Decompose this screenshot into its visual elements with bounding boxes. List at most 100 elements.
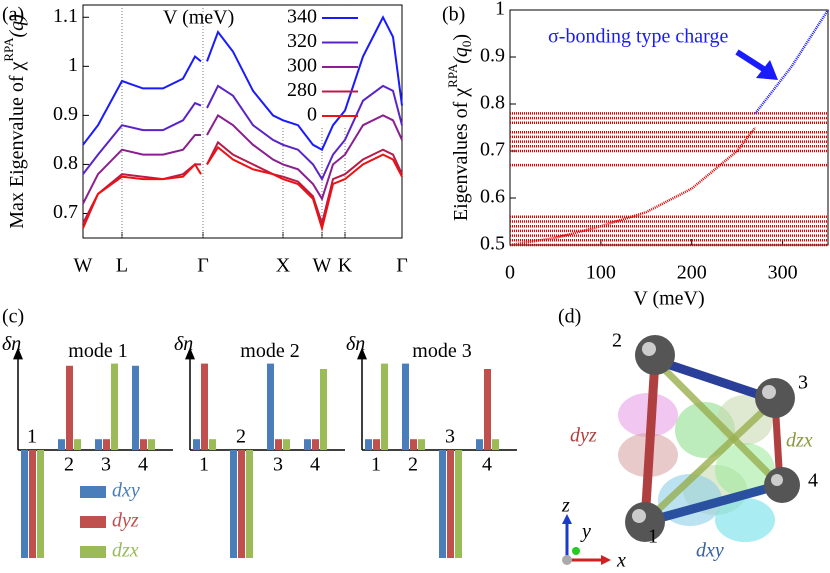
x-tick-label: 100 <box>586 262 616 284</box>
bar <box>320 369 327 450</box>
series-line <box>82 113 403 205</box>
label-part: Eigenvalues of χ <box>450 88 472 221</box>
label-part: Max Eigenvalue of χ <box>6 62 28 229</box>
y-axis-arrow <box>357 347 367 360</box>
y-tick-label: 0.8 <box>53 152 78 174</box>
legend-label: 340 <box>287 6 317 28</box>
y-tick-label: 0.5 <box>480 233 505 255</box>
orbital-label: dxy <box>696 540 724 562</box>
category-label: 4 <box>310 454 320 476</box>
orbital-label: dzx <box>786 430 813 452</box>
label-part: 0 <box>459 41 474 48</box>
chart-title: mode 3 <box>412 340 471 362</box>
x-tick-label: 300 <box>768 262 798 284</box>
category-label: 3 <box>101 454 111 476</box>
bar <box>304 439 311 450</box>
series-line <box>754 9 830 115</box>
site-label: 2 <box>612 330 622 352</box>
y-tick-label: 0.7 <box>480 139 505 161</box>
series-line <box>82 15 403 152</box>
y-tick-label: 0.8 <box>480 92 505 114</box>
legend-swatch <box>80 516 106 528</box>
y-axis-label: δn <box>346 333 365 355</box>
bar <box>193 439 200 450</box>
category-label: 1 <box>371 454 381 476</box>
y-axis-arrow <box>13 347 23 360</box>
axis-label: y <box>580 521 591 543</box>
legend-swatch <box>80 546 106 558</box>
y-tick-label: 1 <box>495 0 505 20</box>
panel-label: (b) <box>442 4 465 26</box>
bar <box>148 439 155 450</box>
bar <box>283 439 290 450</box>
bar <box>74 439 81 450</box>
bar <box>66 365 73 450</box>
y-axis-label: δn <box>174 333 193 355</box>
series-line <box>82 140 403 227</box>
annotation-arrow-head <box>756 60 778 80</box>
bar <box>95 439 102 450</box>
site-label: 1 <box>648 526 658 548</box>
bar <box>410 439 417 450</box>
label-part: (q <box>450 47 472 64</box>
label-part: RPA <box>1 37 16 62</box>
series-line <box>82 145 403 232</box>
bar <box>312 439 319 450</box>
legend-swatch <box>80 486 106 498</box>
category-label: 4 <box>482 454 492 476</box>
x-tick-label: K <box>338 255 353 277</box>
bar <box>439 450 446 558</box>
y-tick-label: 1 <box>68 54 78 76</box>
x-tick-label: Γ <box>396 255 408 277</box>
x-tick-label: 0 <box>505 262 515 284</box>
bar <box>402 363 409 450</box>
legend-label: 280 <box>287 79 317 101</box>
bar <box>492 439 499 450</box>
series-line <box>82 84 403 182</box>
legend-label: dxy <box>112 480 140 502</box>
bar <box>455 450 462 558</box>
panel-label: (d) <box>558 306 581 328</box>
x-tick-label: L <box>116 255 128 277</box>
bar <box>132 365 139 450</box>
y-tick-label: 1.1 <box>53 5 78 27</box>
bar <box>29 450 36 558</box>
bar <box>103 439 110 450</box>
label-part: (q) <box>6 14 28 38</box>
orbital-label: dyz <box>570 425 597 447</box>
annotation: σ-bonding type charge <box>548 26 728 48</box>
y-axis-label: δn <box>2 333 21 355</box>
bar <box>365 439 372 450</box>
site-label: 4 <box>808 470 818 492</box>
y-tick-label: 0.9 <box>53 103 78 125</box>
series-line <box>509 126 757 247</box>
y-tick-label: 0.7 <box>53 201 78 223</box>
bar <box>58 439 65 450</box>
bar <box>209 439 216 450</box>
category-label: 1 <box>27 426 37 448</box>
bar <box>373 439 380 450</box>
legend-label: 300 <box>287 55 317 77</box>
x-tick-label: W <box>74 255 93 277</box>
bar <box>246 450 253 558</box>
category-label: 1 <box>199 454 209 476</box>
chart-title: mode 1 <box>68 340 127 362</box>
bar <box>111 363 118 450</box>
axis-label: z <box>561 495 570 517</box>
x-tick-label: 200 <box>677 262 707 284</box>
bar <box>21 450 28 558</box>
bar <box>484 369 491 450</box>
lattice-diagram <box>562 335 800 565</box>
bar <box>267 363 274 450</box>
category-label: 2 <box>408 454 418 476</box>
category-label: 3 <box>273 454 283 476</box>
bar <box>238 450 245 558</box>
legend-title: V (meV) <box>163 7 234 29</box>
label-part: RPA <box>445 63 460 88</box>
x-tick-label: Γ <box>197 255 209 277</box>
y-axis-label: Max Eigenvalue of χRPA(q) <box>1 14 28 229</box>
x-tick-label: W <box>313 255 332 277</box>
y-axis-arrow <box>185 347 195 360</box>
bar <box>37 450 44 558</box>
